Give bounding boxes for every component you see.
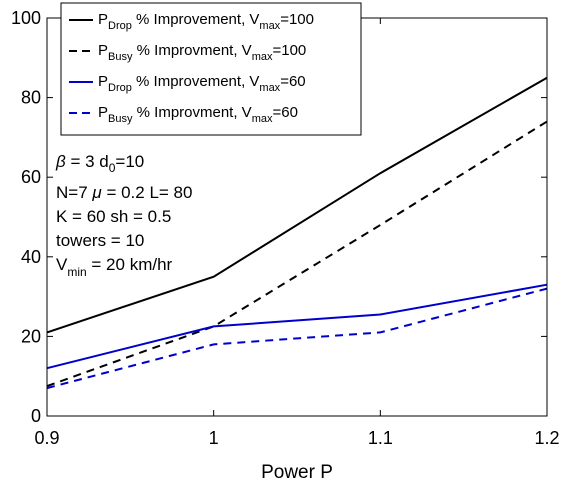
x-tick-label: 1 <box>209 428 219 448</box>
y-tick-label: 40 <box>21 247 41 267</box>
legend-label-1: PDrop % Improvement, Vmax=100 <box>98 11 314 32</box>
series-line-1 <box>46 76 548 334</box>
annotation-line-k-sh: K = 60 sh = 0.5 <box>56 207 171 226</box>
legend-label-2: PBusy % Improvment, Vmax=100 <box>98 42 306 63</box>
y-tick-label: 60 <box>21 167 41 187</box>
y-tick-label: 20 <box>21 326 41 346</box>
plot-lines <box>46 76 548 390</box>
series-line-3 <box>46 283 548 370</box>
series-line-4 <box>46 287 548 390</box>
axis-ticks: 0.9 1 1.1 1.2 0 20 40 60 80 100 <box>11 8 560 448</box>
y-tick-label: 100 <box>11 8 41 28</box>
annotation-line-n-mu-l: N=7 μ = 0.2 L= 80 <box>56 183 192 202</box>
y-tick-label: 80 <box>21 88 41 108</box>
annotation-line-beta: β = 3 d0=10 <box>55 152 144 175</box>
x-axis-title: Power P <box>261 462 333 483</box>
series-line-2 <box>46 120 548 388</box>
legend-box <box>60 2 362 136</box>
y-tick-label: 0 <box>31 406 41 426</box>
legend-label-4: PBusy % Improvment, Vmax=60 <box>98 104 298 125</box>
legend: PDrop % Improvement, Vmax=100 PBusy % Imp… <box>60 2 362 136</box>
legend-label-3: PDrop % Improvement, Vmax=60 <box>98 73 306 94</box>
parameter-annotation: β = 3 d0=10 N=7 μ = 0.2 L= 80 K = 60 sh … <box>55 152 192 279</box>
x-tick-label: 0.9 <box>34 428 59 448</box>
x-tick-label: 1.1 <box>368 428 393 448</box>
annotation-line-towers: towers = 10 <box>56 231 144 250</box>
annotation-line-vmin: Vmin = 20 km/hr <box>56 255 173 279</box>
x-tick-label: 1.2 <box>534 428 559 448</box>
